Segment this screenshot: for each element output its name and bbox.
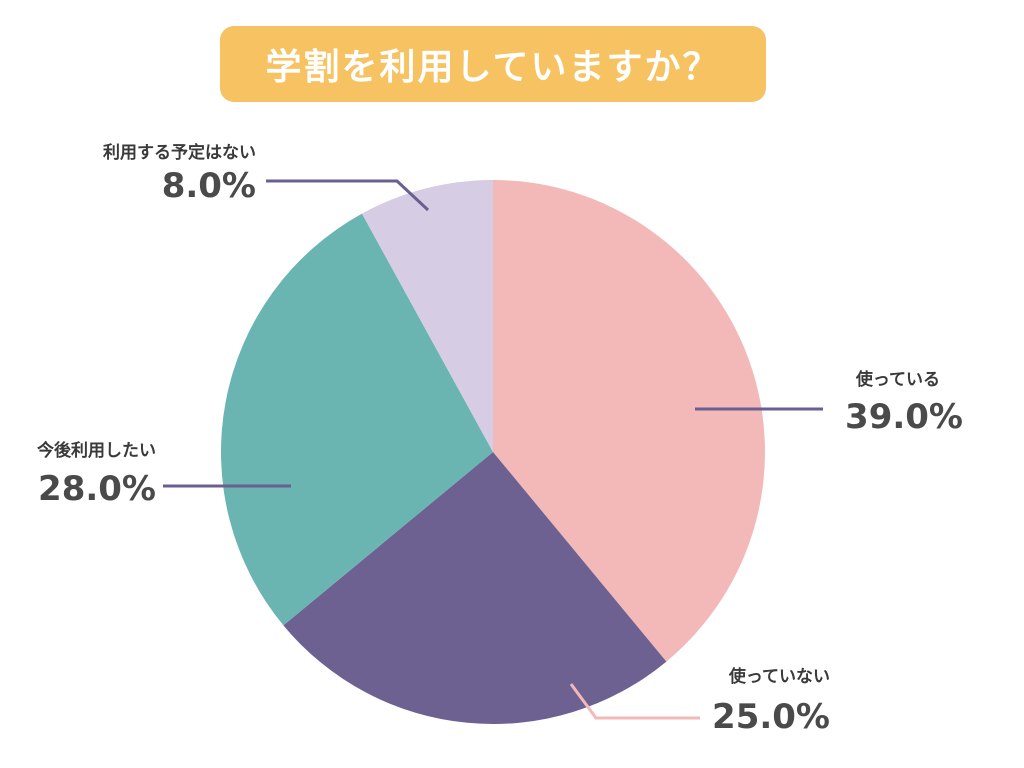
- pie-slices: [220, 180, 766, 725]
- pie-slice-will-use: [220, 213, 493, 626]
- leader-lines: [163, 179, 823, 720]
- slice-labels: 使っている 39.0% 使っていない 25.0% 今後利用したい 28.0% 利…: [37, 142, 963, 737]
- slice-value-using: 39.0%: [845, 397, 963, 437]
- slice-label-will-use: 今後利用したい: [37, 440, 156, 461]
- chart-title-banner: 学割を利用していますか？: [220, 26, 766, 102]
- leader-line-not-using: [569, 683, 700, 720]
- slice-value-not-using: 25.0%: [712, 697, 830, 737]
- chart-title: 学割を利用していますか？: [265, 47, 721, 88]
- leader-line-no-plan: [266, 179, 430, 212]
- pie-slice-not-using: [283, 452, 667, 725]
- slice-label-using: 使っている: [855, 369, 940, 390]
- slice-label-not-using: 使っていない: [728, 666, 830, 687]
- slice-label-no-plan: 利用する予定はない: [103, 142, 256, 163]
- pie-slice-no-plan: [361, 180, 493, 452]
- slice-value-no-plan: 8.0%: [162, 166, 256, 206]
- slice-value-will-use: 28.0%: [38, 469, 156, 509]
- pie-slice-using: [493, 180, 766, 662]
